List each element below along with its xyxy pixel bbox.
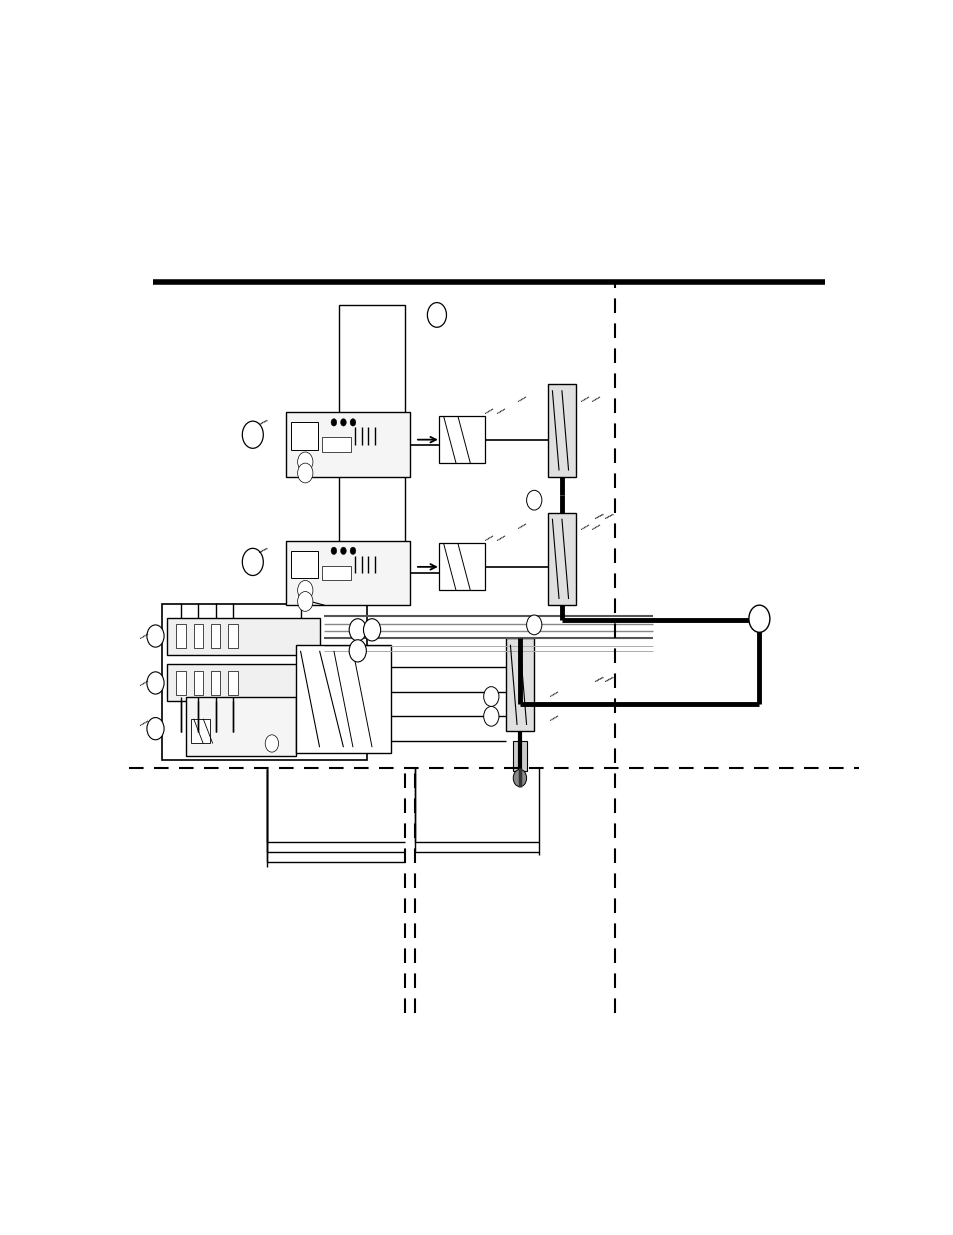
Bar xyxy=(193,624,203,648)
Circle shape xyxy=(483,687,498,706)
Bar xyxy=(167,618,319,655)
Circle shape xyxy=(242,421,263,448)
Circle shape xyxy=(147,718,164,740)
Bar xyxy=(322,437,351,452)
Circle shape xyxy=(349,640,366,662)
Text: /: / xyxy=(257,546,267,556)
Text: /: / xyxy=(590,522,599,532)
Text: /: / xyxy=(257,417,267,427)
Text: /: / xyxy=(138,631,148,641)
Circle shape xyxy=(265,735,278,752)
Bar xyxy=(286,541,410,605)
Circle shape xyxy=(331,547,336,555)
Text: /: / xyxy=(548,714,558,724)
Text: /: / xyxy=(483,406,493,416)
Circle shape xyxy=(427,303,446,327)
Circle shape xyxy=(363,619,380,641)
Circle shape xyxy=(340,419,346,426)
Circle shape xyxy=(297,452,313,472)
Text: /: / xyxy=(602,511,612,521)
Bar xyxy=(547,513,576,605)
Text: /: / xyxy=(138,719,148,729)
Circle shape xyxy=(350,419,355,426)
Text: /: / xyxy=(495,406,504,416)
Bar xyxy=(211,624,220,648)
Bar xyxy=(291,551,317,578)
Bar xyxy=(438,543,484,590)
Circle shape xyxy=(297,463,313,483)
Bar xyxy=(228,671,237,695)
Bar xyxy=(322,566,351,580)
Circle shape xyxy=(349,619,366,641)
Circle shape xyxy=(297,592,313,611)
Circle shape xyxy=(748,605,769,632)
Text: /: / xyxy=(516,394,525,404)
Circle shape xyxy=(340,547,346,555)
Circle shape xyxy=(526,615,541,635)
Bar xyxy=(286,412,410,477)
Bar xyxy=(295,645,391,753)
Text: /: / xyxy=(578,394,588,404)
Bar xyxy=(211,671,220,695)
Bar xyxy=(162,604,367,760)
Circle shape xyxy=(242,548,263,576)
Bar xyxy=(191,719,210,743)
Text: /: / xyxy=(138,678,148,688)
Bar xyxy=(338,305,405,432)
Bar xyxy=(228,624,237,648)
Bar xyxy=(513,741,526,771)
Text: /: / xyxy=(593,511,602,521)
Circle shape xyxy=(513,769,526,787)
Bar xyxy=(438,416,484,463)
Text: /: / xyxy=(548,689,558,699)
Circle shape xyxy=(331,419,336,426)
Bar xyxy=(338,466,405,571)
Bar xyxy=(176,671,186,695)
Bar xyxy=(167,664,319,701)
Circle shape xyxy=(147,672,164,694)
Bar xyxy=(186,697,295,756)
Circle shape xyxy=(147,625,164,647)
Bar xyxy=(291,422,317,450)
Bar xyxy=(505,638,534,731)
Text: /: / xyxy=(516,521,525,531)
Text: /: / xyxy=(602,674,612,684)
Circle shape xyxy=(526,490,541,510)
Text: /: / xyxy=(483,534,493,543)
Bar xyxy=(547,384,576,477)
Circle shape xyxy=(483,706,498,726)
Text: /: / xyxy=(495,534,504,543)
Bar xyxy=(176,624,186,648)
Bar xyxy=(193,671,203,695)
Circle shape xyxy=(297,580,313,600)
Circle shape xyxy=(350,547,355,555)
Text: /: / xyxy=(578,522,588,532)
Text: /: / xyxy=(593,674,602,684)
Text: /: / xyxy=(590,394,599,404)
